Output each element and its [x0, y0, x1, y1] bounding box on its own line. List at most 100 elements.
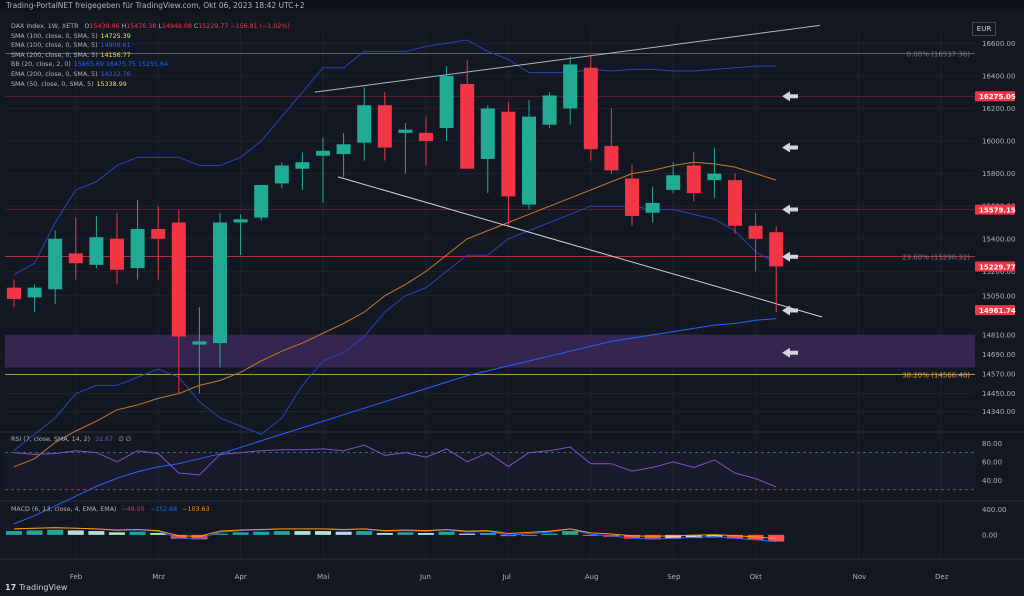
price-tick-label: 15400.00	[982, 235, 1015, 243]
legend-indicator-row[interactable]: EMA (100, close, 0, SMA, 5) 14909.61	[11, 41, 290, 51]
month-label: Sep	[667, 573, 681, 581]
candle-body	[110, 238, 124, 270]
price-label-text: 15579.15	[979, 207, 1016, 215]
legend-indicator-value: 14156.77	[100, 51, 131, 59]
tradingview-logo[interactable]: 17 TradingView	[5, 583, 67, 592]
macd-legend: MACD (6, 13, close, 4, EMA, EMA) −49.05 …	[11, 506, 209, 513]
macd-histogram-bar	[88, 531, 105, 535]
candle-body	[707, 173, 722, 181]
price-tick-label: 15200.00	[982, 268, 1015, 276]
price-tick-label: 16200.00	[982, 105, 1015, 113]
arrow-icon	[782, 91, 798, 102]
candle-body	[583, 67, 598, 150]
legend-indicator-value: 15338.99	[96, 80, 127, 88]
candle-body	[233, 219, 248, 223]
arrow-icon	[782, 305, 798, 316]
candle-body	[89, 237, 104, 265]
month-label: Feb	[70, 573, 83, 581]
macd-histogram-bar	[129, 531, 146, 535]
macd-histogram-bar	[109, 532, 125, 535]
price-tick-label: 16600.00	[982, 40, 1015, 48]
candle-body	[377, 105, 392, 148]
currency-button[interactable]: EUR	[972, 22, 996, 36]
candle-body	[666, 175, 681, 190]
legend-o-label: O	[84, 23, 90, 30]
rsi-tick-label: 60.00	[982, 458, 1002, 466]
candle-body	[563, 64, 578, 109]
month-label: Jul	[501, 573, 511, 581]
rsi-tick-label: 80.00	[982, 440, 1002, 448]
legend-indicator-row[interactable]: EMA (200, close, 0, SMA, 5) 14232.76	[11, 70, 290, 80]
legend-indicator-row[interactable]: SMA (100, close, 0, SMA, 5) 14725.39	[11, 32, 290, 42]
macd-histogram-bar	[376, 532, 393, 535]
price-tick-label: 16400.00	[982, 72, 1015, 80]
macd-histogram-bar	[232, 532, 249, 535]
legend-l-label: L	[158, 23, 162, 30]
candle-body	[213, 222, 227, 344]
rsi-legend: RSI (7, close, SMA, 14, 2) 32.67 ∅ ∅	[11, 436, 131, 443]
ema100-line	[13, 318, 777, 525]
tv-logo-icon: 17	[5, 583, 17, 592]
candle-body	[151, 229, 166, 239]
legend-indicator-row[interactable]: SMA (50, close, 0, SMA, 5) 15338.99	[11, 80, 290, 90]
header-text: Trading-PortalNET freigegeben für Tradin…	[6, 1, 305, 10]
macd-v3: −103.63	[182, 506, 210, 513]
macd-histogram-bar	[665, 534, 682, 539]
chart-svg[interactable]: 16600.00 16400.00 16200.00 16000.00 15800.00…	[0, 11, 1024, 586]
legend-indicator-value: 14909.61	[100, 42, 131, 50]
lower-trend-line	[337, 176, 823, 318]
legend-indicator-label: SMA (50, close, 0, SMA, 5)	[11, 80, 94, 88]
legend-symbol-row: DAX Index, 1W, XETR O15439.96 H15476.38 …	[11, 22, 290, 32]
candle-body	[171, 222, 186, 337]
macd-signal-line	[13, 527, 777, 539]
legend-indicator-row[interactable]: SMA (200, close, 0, SMA, 5) 14156.77	[11, 51, 290, 61]
macd-histogram-bar	[26, 530, 43, 535]
legend-indicator-row[interactable]: BB (20, close, 2, 0) 15865.69 16475.75 15…	[11, 60, 290, 70]
month-label: Apr	[235, 573, 247, 581]
month-label: Okt	[750, 573, 763, 581]
macd-histogram-bar	[150, 532, 167, 535]
candle-body	[686, 165, 701, 194]
candle-body	[130, 229, 145, 269]
candle-body	[295, 162, 310, 169]
macd-histogram-bar	[335, 531, 352, 535]
sma50-line	[13, 161, 777, 468]
candle-body	[316, 150, 330, 156]
candle-body	[398, 129, 413, 133]
candle-body	[274, 165, 289, 184]
macd-histogram-bar	[191, 534, 208, 540]
legend-symbol: DAX Index, 1W, XETR	[11, 23, 79, 30]
legend-high: 15476.38	[126, 23, 157, 30]
price-tick-label: 15050.00	[982, 292, 1015, 300]
arrow-icon	[782, 204, 798, 215]
rsi-label: RSI (7, close, SMA, 14, 2)	[11, 436, 91, 443]
macd-histogram-bar	[294, 531, 311, 535]
price-tick-label: 15800.00	[982, 170, 1015, 178]
candle-body	[68, 253, 83, 264]
price-label-text: 14961.74	[979, 307, 1016, 315]
arrow-icon	[782, 347, 798, 358]
rsi-line	[13, 444, 777, 488]
header-bar: Trading-PortalNET freigegeben für Tradin…	[0, 0, 1024, 11]
macd-histogram-bar	[685, 534, 702, 539]
legend-indicator-label: EMA (200, close, 0, SMA, 5)	[11, 70, 98, 78]
price-label-box	[975, 261, 1015, 272]
candle-body	[357, 105, 372, 143]
candle-body	[522, 116, 536, 205]
macd-histogram-bar	[624, 534, 640, 539]
candle-body	[542, 95, 557, 125]
candle-body	[419, 132, 433, 142]
arrow-icon	[782, 251, 798, 262]
support-zone	[5, 334, 975, 368]
macd-histogram-bar	[315, 531, 331, 535]
month-label: Aug	[585, 573, 599, 581]
legend-indicator-value: 14232.76	[100, 70, 131, 78]
price-label-box	[975, 204, 1015, 215]
legend-close: 15229.77	[198, 23, 229, 30]
macd-histogram-bar	[459, 533, 476, 535]
fib-level-label: 38.20% (14566.40)	[902, 372, 970, 380]
rsi-extra: ∅ ∅	[118, 436, 132, 443]
fib-level-label: 0.00% (16537.36)	[907, 50, 971, 58]
macd-histogram-bar	[438, 531, 455, 535]
candle-body	[192, 341, 207, 345]
